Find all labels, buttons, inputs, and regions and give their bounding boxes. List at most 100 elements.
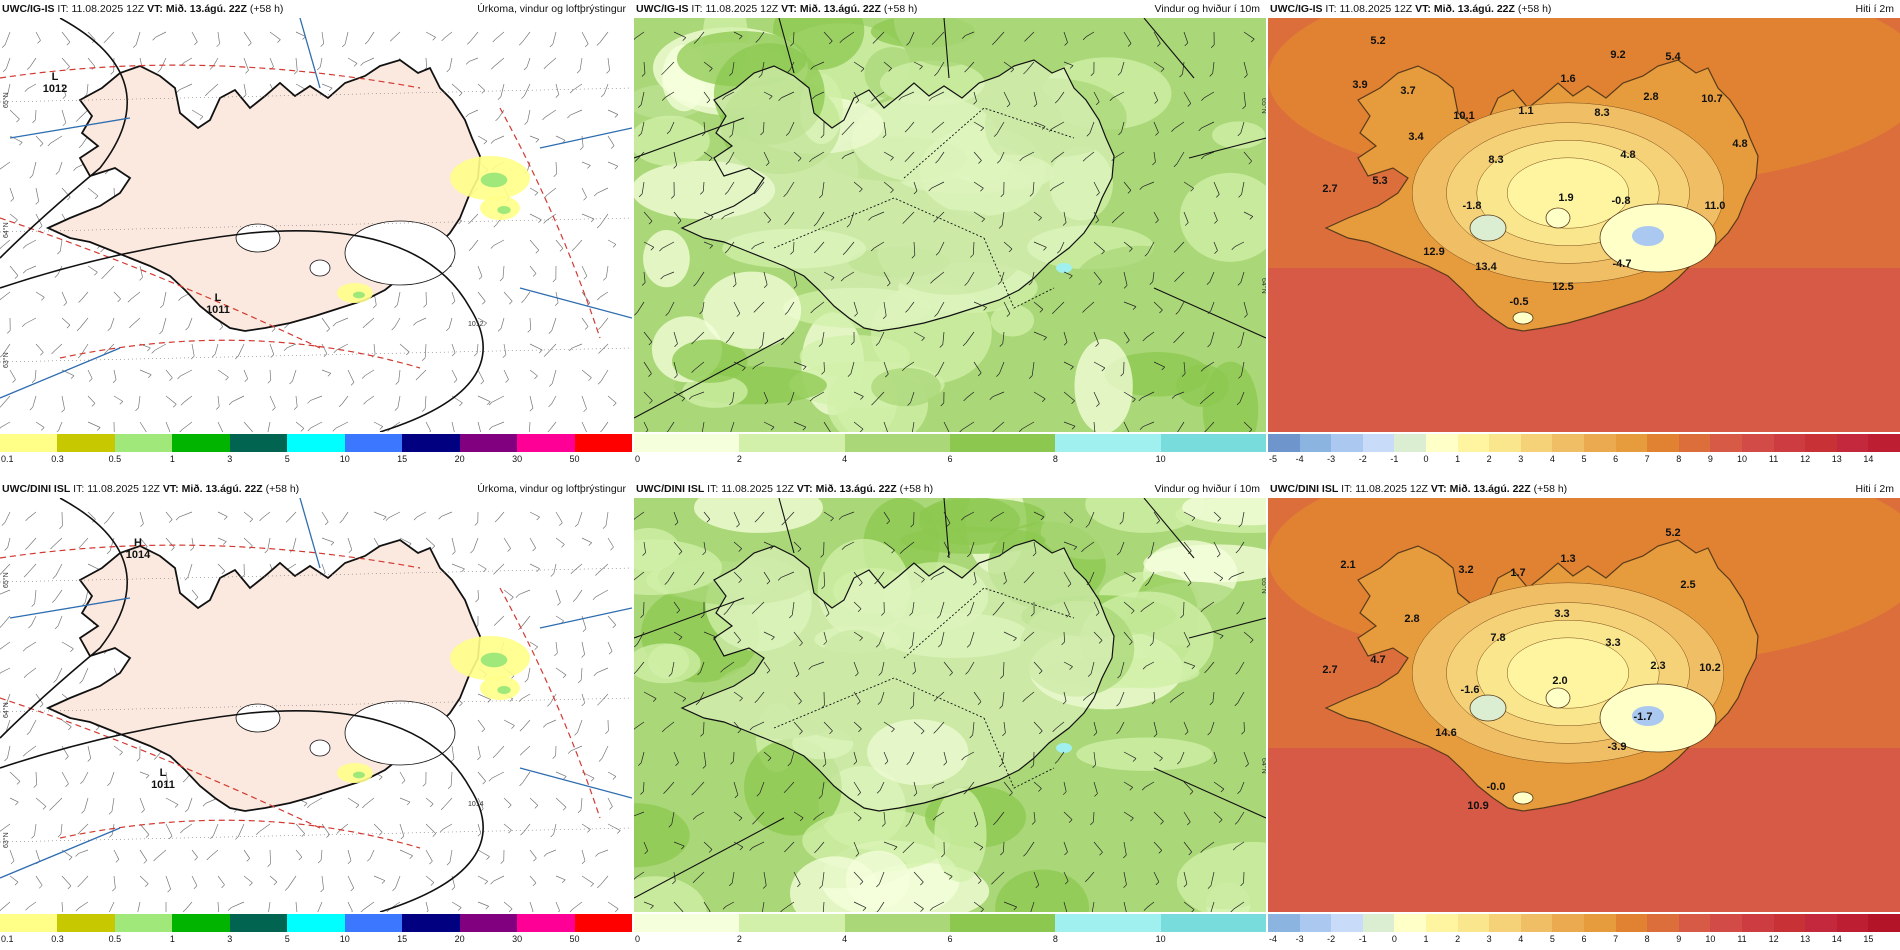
panel-title: Hiti í 2m xyxy=(1855,483,1894,495)
wind-barb xyxy=(966,391,975,399)
map-area[interactable]: 65°N 64°N 63°N 1014 H 1014 L 1011 xyxy=(0,498,632,912)
wind-barb-tick xyxy=(859,881,864,885)
scale-swatch xyxy=(459,914,518,932)
wind-barb-tick xyxy=(1209,701,1214,706)
wind-barb-tick xyxy=(681,398,686,402)
meridian-line xyxy=(299,498,321,569)
wind-barb xyxy=(546,343,557,354)
wind-barb xyxy=(58,161,63,172)
map-area[interactable]: 5.2 2.1 3.2 1.7 1.3 2.5 2.8 3.3 7.8 3.3 4.7 2.7 2.3 1… xyxy=(1268,498,1900,912)
temperature-label: -1.8 xyxy=(1463,200,1482,212)
wind-barb-tick xyxy=(666,430,669,432)
wind-barb xyxy=(183,395,193,403)
wind-barb-tick xyxy=(1186,644,1191,648)
latitude-label: 63°N xyxy=(2,832,10,848)
wind-barb-tick xyxy=(202,802,207,807)
wind-barb-tick xyxy=(3,702,8,706)
wind-barb xyxy=(26,563,37,575)
scale-swatch xyxy=(1584,434,1617,452)
temperature-label: 1.3 xyxy=(1560,553,1575,565)
wind-barb xyxy=(106,511,115,522)
wind-barb-tick xyxy=(68,856,73,861)
map-area[interactable]: 5.2 9.2 5.4 3.9 3.7 1.6 2.8 10.7 10.1 1.1 8.3 3.4 4.… xyxy=(1268,18,1900,432)
wind-barb xyxy=(643,421,649,431)
wind-barb-tick xyxy=(523,66,528,71)
wind-barb xyxy=(1088,511,1095,525)
wind-barb-tick xyxy=(675,762,679,766)
wind-barb xyxy=(32,395,37,408)
wind-barb-tick xyxy=(67,885,72,890)
map-area[interactable]: 65°N 64°N xyxy=(634,498,1266,912)
wind-barb-tick xyxy=(483,568,487,573)
wind-barb xyxy=(784,511,795,523)
wind-barb-tick xyxy=(1064,851,1068,856)
wind-barb-tick xyxy=(677,220,682,224)
wind-barb xyxy=(529,875,537,884)
wind-barb xyxy=(7,537,11,548)
wind-barb-tick xyxy=(739,697,743,702)
wind-barb xyxy=(523,823,531,833)
wind-barb xyxy=(1243,631,1254,641)
wind-barb-tick xyxy=(590,883,594,887)
wind-barb xyxy=(500,317,505,329)
wind-barb xyxy=(936,721,945,731)
wind-barb xyxy=(425,57,428,68)
wind-barb xyxy=(600,291,609,298)
wind-barb xyxy=(78,901,89,909)
wind-barb-tick xyxy=(533,858,537,862)
map-area[interactable]: 65°N 64°N 63°N 1012 L 1012 L 1011 xyxy=(0,18,632,432)
wind-barb xyxy=(546,849,557,854)
wind-barb-tick xyxy=(421,357,426,361)
map-area[interactable]: 65°N 64°N xyxy=(634,18,1266,432)
wind-barb-tick xyxy=(1191,909,1195,912)
wind-barb xyxy=(443,823,453,830)
wind-barb xyxy=(667,421,675,432)
wind-barb xyxy=(813,61,825,67)
wind-barb xyxy=(1213,511,1221,519)
wind-barb-tick xyxy=(95,726,100,731)
meridian-line xyxy=(1143,498,1195,559)
color-scale: 0.1 0.3 0.5 1 3 5 10 15 20 30 50 xyxy=(0,432,633,468)
wind-barb-tick xyxy=(789,614,793,619)
wind-barb xyxy=(1231,571,1245,578)
wind-barb-tick xyxy=(810,66,814,70)
wind-barb-tick xyxy=(1145,582,1149,587)
scale-swatch xyxy=(1299,434,1332,452)
wind-barb-tick xyxy=(612,402,617,407)
wind-barb-tick xyxy=(850,341,855,345)
wind-barb xyxy=(546,57,557,67)
scale-swatch xyxy=(739,914,846,932)
wind-barb-tick xyxy=(1207,343,1211,348)
wind-barb xyxy=(634,721,645,729)
wind-barb-tick xyxy=(55,171,60,175)
wind-barb xyxy=(477,589,479,600)
wind-barb xyxy=(477,563,487,570)
wind-barb xyxy=(529,187,539,193)
wind-barb-tick xyxy=(49,807,53,811)
wind-barb-tick xyxy=(961,35,966,39)
wind-barb-tick xyxy=(527,329,531,333)
wind-barb-tick xyxy=(31,835,35,839)
wind-barb xyxy=(367,31,375,42)
wind-barb-tick xyxy=(446,68,450,73)
wind-barb xyxy=(666,781,675,791)
wind-barb-tick xyxy=(1101,367,1106,372)
wind-barb-tick xyxy=(486,856,490,860)
wind-barb-tick xyxy=(898,97,902,101)
wind-barb xyxy=(968,661,975,672)
wind-barb-tick xyxy=(4,95,8,99)
wind-barb-tick xyxy=(754,518,759,523)
wind-barb-tick xyxy=(559,248,564,252)
wind-barb-tick xyxy=(872,40,877,44)
wind-barb-tick xyxy=(997,160,1001,164)
wind-barb xyxy=(931,91,945,99)
wind-barb xyxy=(61,83,67,96)
wind-barb xyxy=(555,161,558,174)
wind-barb xyxy=(81,291,89,300)
wind-barb-tick xyxy=(593,672,598,677)
wind-barb-tick xyxy=(855,853,859,857)
wind-barb-tick xyxy=(876,790,881,794)
wind-barb xyxy=(964,751,975,758)
wind-barb-tick xyxy=(974,823,979,828)
wind-barb-tick xyxy=(25,517,29,522)
